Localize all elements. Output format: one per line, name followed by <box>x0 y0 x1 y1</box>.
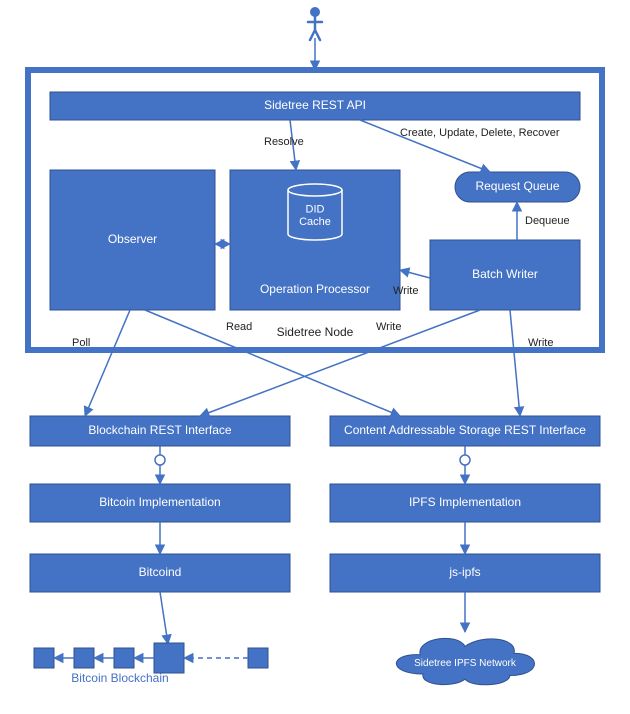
edge-2: Create, Update, Delete, Recover <box>360 120 560 172</box>
block_rest: Blockchain REST Interface <box>30 416 290 446</box>
edge-label-4: Dequeue <box>525 215 570 227</box>
edge-6: Poll <box>72 310 130 416</box>
svg-text:Blockchain REST Interface: Blockchain REST Interface <box>88 423 232 437</box>
svg-text:Bitcoind: Bitcoind <box>139 565 182 579</box>
edge-label-1: Resolve <box>264 136 304 148</box>
edge-7: Read <box>145 310 400 416</box>
bitcoind: Bitcoind <box>30 554 290 592</box>
svg-text:Cache: Cache <box>299 216 331 228</box>
blockchain-block-3 <box>154 643 184 673</box>
edge-14 <box>160 592 168 644</box>
svg-text:IPFS Implementation: IPFS Implementation <box>409 495 521 509</box>
jsipfs: js-ipfs <box>330 554 600 592</box>
svg-text:Sidetree IPFS Network: Sidetree IPFS Network <box>414 658 517 669</box>
svg-text:Sidetree REST API: Sidetree REST API <box>264 98 366 112</box>
user-icon <box>308 7 322 40</box>
observer: Observer <box>50 170 215 310</box>
ipfs_cloud: Sidetree IPFS Network <box>396 638 534 684</box>
batch_writer: Batch Writer <box>430 240 580 310</box>
edge-label-6: Poll <box>72 337 90 349</box>
blockchain-block-1 <box>74 648 94 668</box>
svg-text:Observer: Observer <box>108 232 157 246</box>
edge-10 <box>155 446 165 484</box>
bitcoin-blockchain: Bitcoin Blockchain <box>34 643 268 685</box>
edge-4: Dequeue <box>517 202 570 240</box>
sidetree-node-title: Sidetree Node <box>277 325 354 339</box>
svg-text:Batch Writer: Batch Writer <box>472 267 538 281</box>
edge-label-2: Create, Update, Delete, Recover <box>400 127 560 139</box>
edge-label-5: Write <box>393 285 418 297</box>
edge-9: Write <box>510 310 553 416</box>
edge-11 <box>460 446 470 484</box>
btc_impl: Bitcoin Implementation <box>30 484 290 522</box>
svg-text:DID: DID <box>306 204 325 216</box>
svg-text:Bitcoin Implementation: Bitcoin Implementation <box>99 495 220 509</box>
blockchain-block-0 <box>34 648 54 668</box>
blockchain-block-4 <box>248 648 268 668</box>
edge-label-8: Write <box>376 321 401 333</box>
ipfs_impl: IPFS Implementation <box>330 484 600 522</box>
edge-1: Resolve <box>264 120 304 170</box>
req_queue: Request Queue <box>455 172 580 202</box>
rest_api: Sidetree REST API <box>50 92 580 120</box>
edge-label-9: Write <box>528 337 553 349</box>
cas_rest: Content Addressable Storage REST Interfa… <box>330 416 600 446</box>
blockchain-block-2 <box>114 648 134 668</box>
svg-text:Request Queue: Request Queue <box>475 179 559 193</box>
svg-text:Operation Processor: Operation Processor <box>260 282 370 296</box>
svg-text:js-ipfs: js-ipfs <box>448 565 480 579</box>
svg-text:Content Addressable Storage RE: Content Addressable Storage REST Interfa… <box>344 423 586 437</box>
architecture-diagram: Sidetree Node Sidetree REST API Observer Op… <box>0 0 630 714</box>
bitcoin-blockchain-label: Bitcoin Blockchain <box>71 671 168 685</box>
edge-label-7: Read <box>226 321 252 333</box>
